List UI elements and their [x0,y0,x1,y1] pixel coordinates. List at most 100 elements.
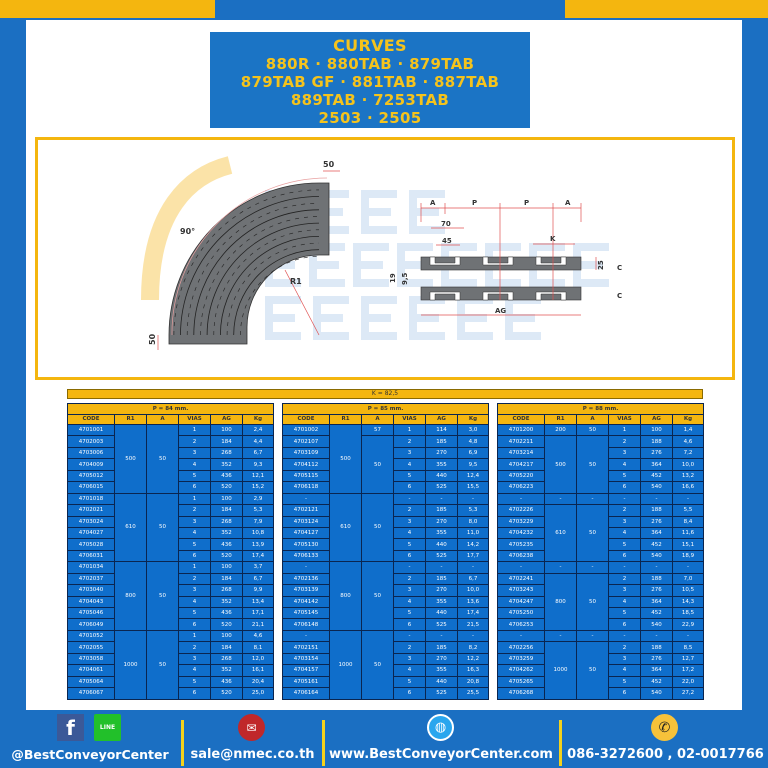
ag-cell: 276 [640,515,673,528]
dim-70: 70 [441,220,451,228]
vias-cell: 1 [608,423,641,437]
vias-cell: 2 [178,572,211,586]
vias-cell: 2 [178,435,211,448]
column-header: VIAS [178,413,211,425]
watermark-glyph [485,243,521,251]
table-row: 4702003 2 184 4,4 [67,435,275,448]
table-row: 4702021 2 184 5,3 [67,504,275,517]
ag-cell: 100 [210,561,243,574]
a-cell: 50 [576,435,609,494]
ag-cell: 440 [425,606,458,620]
radius-label: R1 [290,277,302,286]
website-link[interactable]: www.BestConveyorCenter.com [329,747,553,762]
kg-cell: 12,0 [241,652,275,666]
code-cell: 4703109 [282,446,330,460]
r1-cell: 500 [114,424,147,494]
vias-cell: 6 [608,549,641,563]
kg-cell: 11,6 [671,526,705,540]
vias-cell: 4 [608,595,641,609]
title-line: 880R · 880TAB · 879TAB [265,55,475,73]
column-header: VIAS [393,413,426,425]
code-cell: - [497,492,545,506]
kg-cell: 5,5 [671,504,705,517]
ag-cell: 185 [425,504,458,517]
table-row: -610 50- - - [282,492,490,563]
code-cell: 4702037 [67,572,115,586]
code-cell: 4704043 [67,595,115,609]
code-cell: 4706223 [497,481,545,494]
social-handle[interactable]: @BestConveyorCenter [11,747,169,762]
dim-ag: AG [495,307,506,315]
ag-cell: 540 [640,481,673,494]
kg-cell: 2,9 [241,492,275,506]
table-row: 4703229 3 276 8,4 [497,515,705,528]
table-row: 4703058 3 268 12,0 [67,652,275,666]
spec-table-p84: P = 84 mm. CODE R1 A VIAS AG Kg 4701001 500 50 1 10… [66,403,275,700]
vias-cell: 3 [393,446,426,460]
belt-lanes [173,189,320,336]
vias-cell: - [393,561,426,574]
code-cell: 4703139 [282,584,330,597]
email-link[interactable]: sale@nmec.co.th [190,747,315,762]
code-cell: 4704112 [282,458,330,471]
ext-top-label: 50 [323,160,335,169]
ag-cell: 352 [210,458,243,471]
pitch-header: P = 88 mm. [496,403,705,415]
watermark-glyph [309,261,339,269]
kg-cell: 4,8 [456,435,490,448]
table-row: 4706049 6 520 21,1 [67,618,275,631]
code-cell: 4706031 [67,549,115,563]
code-cell: 4703214 [497,446,545,460]
code-cell: 4703229 [497,515,545,528]
vias-cell: 4 [393,664,426,677]
kg-cell: 13,9 [241,538,275,551]
r1-cell: 800 [114,561,147,631]
table-row: 4705265 5 452 22,0 [497,675,705,689]
kg-cell: 9,9 [241,584,275,597]
code-cell: 4706118 [282,481,330,494]
table-row: 4705220 5 452 13,2 [497,469,705,483]
table-row: 4704142 4 355 13,6 [282,595,490,609]
title-line: 889TAB · 7253TAB [290,91,450,109]
vias-cell: 4 [608,458,641,471]
vias-cell: 2 [178,641,211,654]
vias-cell: 3 [608,652,641,666]
kg-cell: - [456,492,490,506]
column-header: CODE [497,413,545,425]
table-row: 4705130 5 440 14,2 [282,538,490,551]
code-cell: 4705046 [67,606,115,620]
table-row: 4706118 6 525 15,5 [282,481,490,494]
kg-cell: 3,0 [456,423,490,437]
watermark-glyph [485,279,521,287]
kg-cell: 1,4 [671,423,705,437]
table-row: 4703154 3 270 12,2 [282,652,490,666]
table-row: 4704247 4 364 14,3 [497,595,705,609]
dim-k: K [550,235,556,243]
kg-cell: 6,9 [456,446,490,460]
footer-social: f LINE @BestConveyorCenter [0,710,180,768]
a-cell: 50 [361,435,394,494]
table-row: 4701200 200 50 1 100 1,4 [497,423,705,437]
vias-cell: 3 [393,515,426,528]
table-row: 4705115 5 440 12,4 [282,469,490,483]
kg-cell: 16,1 [241,664,275,677]
facebook-icon[interactable]: f [57,714,84,741]
phone-numbers[interactable]: 086-3272600 , 02-0017766 [567,747,764,762]
vias-cell: 6 [393,687,426,700]
code-cell: 4705028 [67,538,115,551]
code-cell: 4703040 [67,584,115,597]
table-row: 4705028 5 436 13,9 [67,538,275,551]
vias-cell: 3 [608,515,641,528]
vias-cell: 6 [178,481,211,494]
ag-cell: 188 [640,504,673,517]
watermark-glyph [353,243,389,251]
code-cell: 4701001 [67,423,115,437]
ag-cell: 184 [210,435,243,448]
watermark-glyph [313,314,343,322]
code-cell: 4702151 [282,641,330,654]
line-icon[interactable]: LINE [94,714,121,741]
ag-cell: 436 [210,606,243,620]
ag-cell: 355 [425,458,458,471]
a-cell: 57 [361,423,394,437]
watermark-glyph [313,226,349,234]
